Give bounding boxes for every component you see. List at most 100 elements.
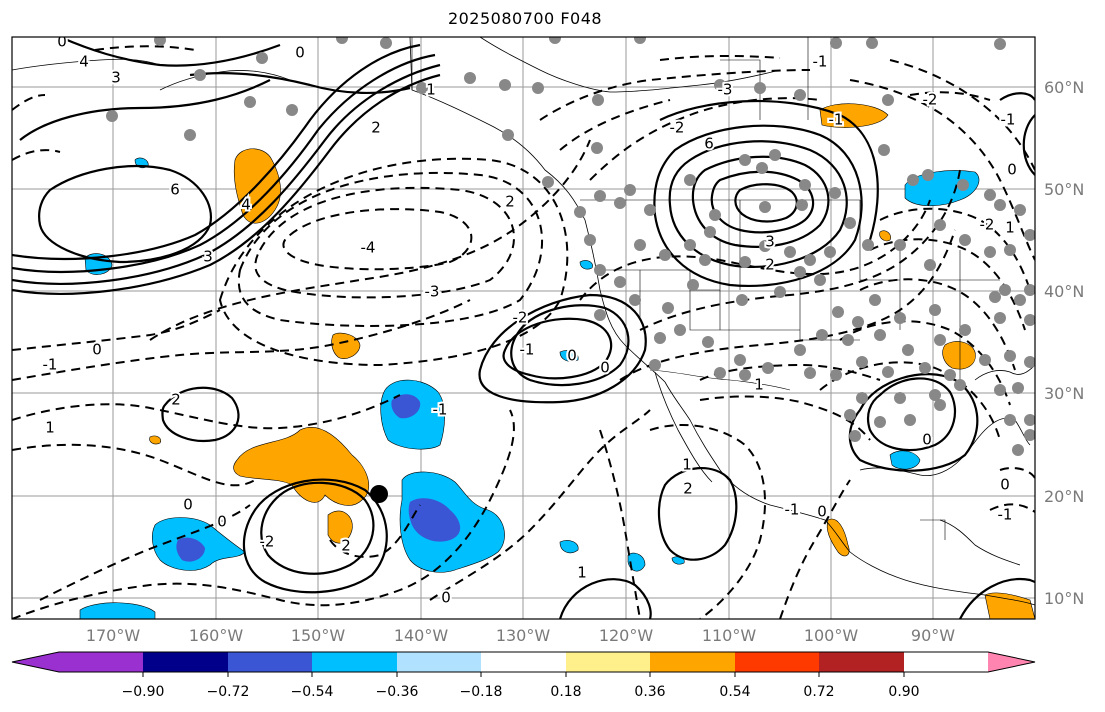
contour-label: 0	[922, 431, 932, 449]
lat-label: 20°N	[1044, 487, 1085, 506]
station-dot	[614, 197, 626, 209]
station-dot	[662, 302, 674, 314]
station-dot	[502, 129, 514, 141]
station-dot	[874, 416, 886, 428]
station-dot	[464, 72, 476, 84]
station-dot	[574, 206, 586, 218]
station-dot	[856, 356, 868, 368]
station-dot	[954, 379, 966, 391]
station-dot	[902, 344, 914, 356]
station-dot	[929, 304, 941, 316]
colorbar-tick-label: 0.90	[888, 684, 920, 700]
contour-label: 6	[170, 181, 180, 199]
station-dot	[1004, 350, 1016, 362]
station-dot	[714, 79, 726, 91]
colorbar-extend-high	[988, 652, 1035, 672]
station-dots	[106, 37, 1035, 456]
contour-label: -1	[520, 341, 535, 359]
contour-label: -1	[785, 501, 800, 519]
station-dot	[699, 254, 711, 266]
station-dot	[924, 259, 936, 271]
colorbar-tick-label: 0.54	[719, 684, 751, 700]
station-dot	[929, 389, 941, 401]
station-dot	[194, 69, 206, 81]
station-dot	[994, 384, 1006, 396]
station-dot	[979, 354, 991, 366]
station-dot	[934, 219, 946, 231]
station-dot	[814, 274, 826, 286]
contour-label: 0	[441, 589, 451, 607]
station-dot	[989, 291, 1001, 303]
colorbar	[11, 651, 1036, 677]
station-dot	[842, 334, 854, 346]
station-dot	[934, 334, 946, 346]
contour-label: 2	[683, 480, 693, 498]
contour-label: 0	[57, 33, 67, 51]
station-dot	[804, 254, 816, 266]
station-dot	[754, 82, 766, 94]
contour-label: 4	[241, 196, 251, 214]
positive-anomaly-regions	[149, 103, 1035, 619]
station-dot	[804, 367, 816, 379]
station-dot	[654, 332, 666, 344]
station-dot	[1004, 414, 1016, 426]
contour-label: 2	[505, 193, 515, 211]
station-dot	[894, 312, 906, 324]
contour-label: 1	[1005, 219, 1015, 237]
station-dot	[907, 174, 919, 186]
station-dot	[380, 37, 392, 49]
station-dot	[709, 209, 721, 221]
colorbar-segment	[650, 652, 735, 672]
contour-label: 3	[765, 233, 775, 251]
station-dot	[759, 201, 771, 213]
station-dot	[1012, 444, 1024, 456]
station-dot	[1024, 229, 1035, 241]
positive-contours	[12, 37, 1035, 619]
station-dot	[862, 239, 874, 251]
colorbar-tick-label: 0.36	[634, 684, 666, 700]
colorbar-tick-label: −0.90	[121, 684, 165, 700]
contour-label: 0	[217, 513, 227, 531]
station-dot	[984, 246, 996, 258]
station-dot	[1024, 414, 1035, 426]
station-dot	[684, 174, 696, 186]
contour-label: -1	[829, 111, 844, 129]
station-dot	[999, 284, 1011, 296]
contour-label: -1	[43, 356, 58, 374]
contour-label: 0	[600, 359, 610, 377]
contour-label: 1	[426, 81, 436, 99]
contour-label: 3	[203, 248, 213, 266]
colorbar-segment	[481, 652, 566, 672]
station-dot	[687, 279, 699, 291]
station-dot	[957, 179, 969, 191]
station-dot	[874, 329, 886, 341]
station-dot	[816, 329, 828, 341]
contour-label: 1	[754, 376, 764, 394]
station-dot	[1014, 204, 1026, 216]
station-dot	[984, 189, 996, 201]
contour-label: -2	[513, 309, 528, 327]
station-dot	[634, 37, 646, 44]
colorbar-segment	[566, 652, 650, 672]
station-dot	[734, 354, 746, 366]
contour-label: 0	[817, 503, 827, 521]
station-dot	[1024, 314, 1035, 326]
station-dot	[994, 38, 1006, 50]
station-dot	[591, 142, 603, 154]
station-dot	[286, 104, 298, 116]
contour-label: -1	[433, 401, 448, 419]
station-dot	[762, 362, 774, 374]
colorbar-tick-label: 0.18	[550, 684, 582, 700]
station-dot	[856, 392, 868, 404]
station-dot	[882, 366, 894, 378]
station-dot	[1024, 284, 1035, 296]
lat-label: 30°N	[1044, 384, 1085, 403]
contour-label: -2	[923, 91, 938, 109]
contour-label: 0	[295, 44, 305, 62]
colorbar-outline	[11, 651, 1036, 673]
colorbar-segment	[228, 652, 312, 672]
station-dot	[614, 276, 626, 288]
station-dot	[904, 414, 916, 426]
station-dot	[629, 294, 641, 306]
lat-label: 40°N	[1044, 282, 1085, 301]
